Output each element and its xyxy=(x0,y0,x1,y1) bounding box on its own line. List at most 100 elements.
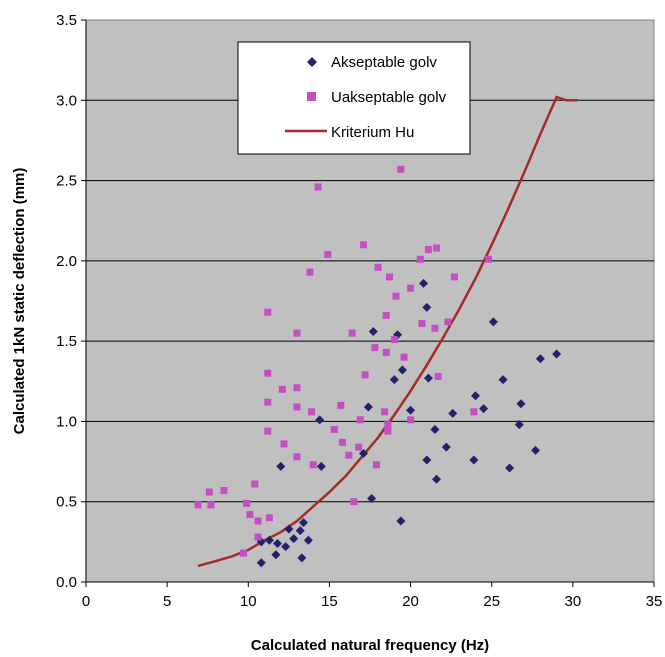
x-tick-label: 30 xyxy=(565,593,582,610)
uakseptable-point xyxy=(470,408,478,416)
akseptable-point xyxy=(514,420,524,430)
akseptable-point xyxy=(552,349,562,359)
akseptable-point xyxy=(498,375,508,385)
uakseptable-point xyxy=(385,273,393,281)
akseptable-point xyxy=(470,391,480,401)
uakseptable-point xyxy=(251,480,259,488)
akseptable-point xyxy=(488,317,498,327)
y-tick-label: 1.5 xyxy=(56,333,77,350)
akseptable-point xyxy=(531,445,541,455)
y-tick-label: 2.0 xyxy=(56,253,77,270)
akseptable-point xyxy=(479,404,489,414)
y-tick-label: 2.5 xyxy=(56,173,77,190)
uakseptable-point xyxy=(424,246,432,254)
legend-label-uakseptable: Uakseptable golv xyxy=(331,89,447,106)
uakseptable-point xyxy=(194,501,202,509)
uakseptable-point xyxy=(220,486,228,494)
uakseptable-point xyxy=(308,408,316,416)
akseptable-point xyxy=(516,399,526,409)
akseptable-point xyxy=(272,538,282,548)
akseptable-point xyxy=(315,415,325,425)
y-axis-title: Calculated 1kN static deflection (mm) xyxy=(11,168,28,435)
akseptable-point xyxy=(276,461,286,471)
uakseptable-point xyxy=(293,384,301,392)
uakseptable-point xyxy=(239,549,247,557)
uakseptable-point xyxy=(314,183,322,191)
x-axis-title: Calculated natural frequency (Hz) xyxy=(251,637,489,654)
uakseptable-point xyxy=(382,348,390,356)
uakseptable-point xyxy=(345,451,353,459)
uakseptable-point xyxy=(246,511,254,519)
uakseptable-point xyxy=(397,165,405,173)
akseptable-point xyxy=(256,558,266,568)
uakseptable-point xyxy=(350,498,358,506)
uakseptable-point xyxy=(484,255,492,263)
y-tick-label: 0.0 xyxy=(56,574,77,591)
akseptable-point xyxy=(441,442,451,452)
uakseptable-point xyxy=(278,385,286,393)
uakseptable-point xyxy=(293,329,301,337)
uakseptable-point xyxy=(384,421,392,429)
akseptable-point xyxy=(389,375,399,385)
uakseptable-point xyxy=(264,369,272,377)
legend: Akseptable golv Uakseptable golv Kriteri… xyxy=(237,41,471,155)
x-tick-label: 5 xyxy=(163,593,171,610)
legend-label-kriterium: Kriterium Hu xyxy=(331,124,414,141)
akseptable-point xyxy=(422,302,432,312)
akseptable-point xyxy=(505,463,515,473)
y-tick-label: 3.0 xyxy=(56,92,77,109)
uakseptable-point xyxy=(264,427,272,435)
akseptable-point xyxy=(406,405,416,415)
axes xyxy=(85,20,654,583)
uakseptable-point xyxy=(280,440,288,448)
akseptable-point xyxy=(535,354,545,364)
uakseptable-point xyxy=(205,488,213,496)
uakseptable-point xyxy=(450,273,458,281)
legend-marker-uakseptable xyxy=(307,92,316,101)
x-tick-label: 10 xyxy=(240,593,257,610)
x-tick-labels: 0 5 10 15 20 25 30 35 xyxy=(82,582,662,610)
uakseptable-point xyxy=(431,324,439,332)
akseptable-point xyxy=(367,494,377,504)
uakseptable-point xyxy=(330,425,338,433)
uakseptable-point xyxy=(337,401,345,409)
y-tick-label: 0.5 xyxy=(56,494,77,511)
uakseptable-point xyxy=(360,241,368,249)
x-tick-label: 0 xyxy=(82,593,90,610)
akseptable-point xyxy=(368,327,378,337)
uakseptable-point xyxy=(382,311,390,319)
akseptable-point xyxy=(469,455,479,465)
legend-box xyxy=(237,41,471,155)
akseptable-point xyxy=(419,278,429,288)
akseptable-point xyxy=(295,526,305,536)
akseptable-point xyxy=(430,424,440,434)
kriterium-hu-line xyxy=(197,95,578,568)
uakseptable-point xyxy=(243,499,251,507)
akseptable-point xyxy=(271,550,281,560)
uakseptable-point xyxy=(372,461,380,469)
y-tick-label: 3.5 xyxy=(56,12,77,29)
x-tick-label: 15 xyxy=(321,593,338,610)
uakseptable-point xyxy=(400,353,408,361)
uakseptable-point xyxy=(418,319,426,327)
legend-label-akseptable: Akseptable golv xyxy=(331,54,437,71)
y-tick-labels: 0.0 0.5 1.0 1.5 2.0 2.5 3.0 3.5 xyxy=(56,12,86,591)
uakseptable-point xyxy=(324,250,332,258)
akseptable-point xyxy=(423,373,433,383)
uakseptable-point xyxy=(306,268,314,276)
akseptable-point xyxy=(363,402,373,412)
uakseptable-point xyxy=(293,453,301,461)
uakseptable-point xyxy=(416,255,424,263)
akseptable-point xyxy=(298,518,308,528)
akseptable-point xyxy=(289,534,299,544)
legend-marker-akseptable xyxy=(307,57,317,67)
uakseptable-point xyxy=(390,336,398,344)
uakseptable-point xyxy=(407,284,415,292)
uakseptable-point xyxy=(348,329,356,337)
uakseptable-point xyxy=(434,372,442,380)
uakseptable-point xyxy=(371,344,379,352)
uakseptable-point xyxy=(407,416,415,424)
akseptable-point xyxy=(297,553,307,563)
uakseptable-point xyxy=(264,398,272,406)
